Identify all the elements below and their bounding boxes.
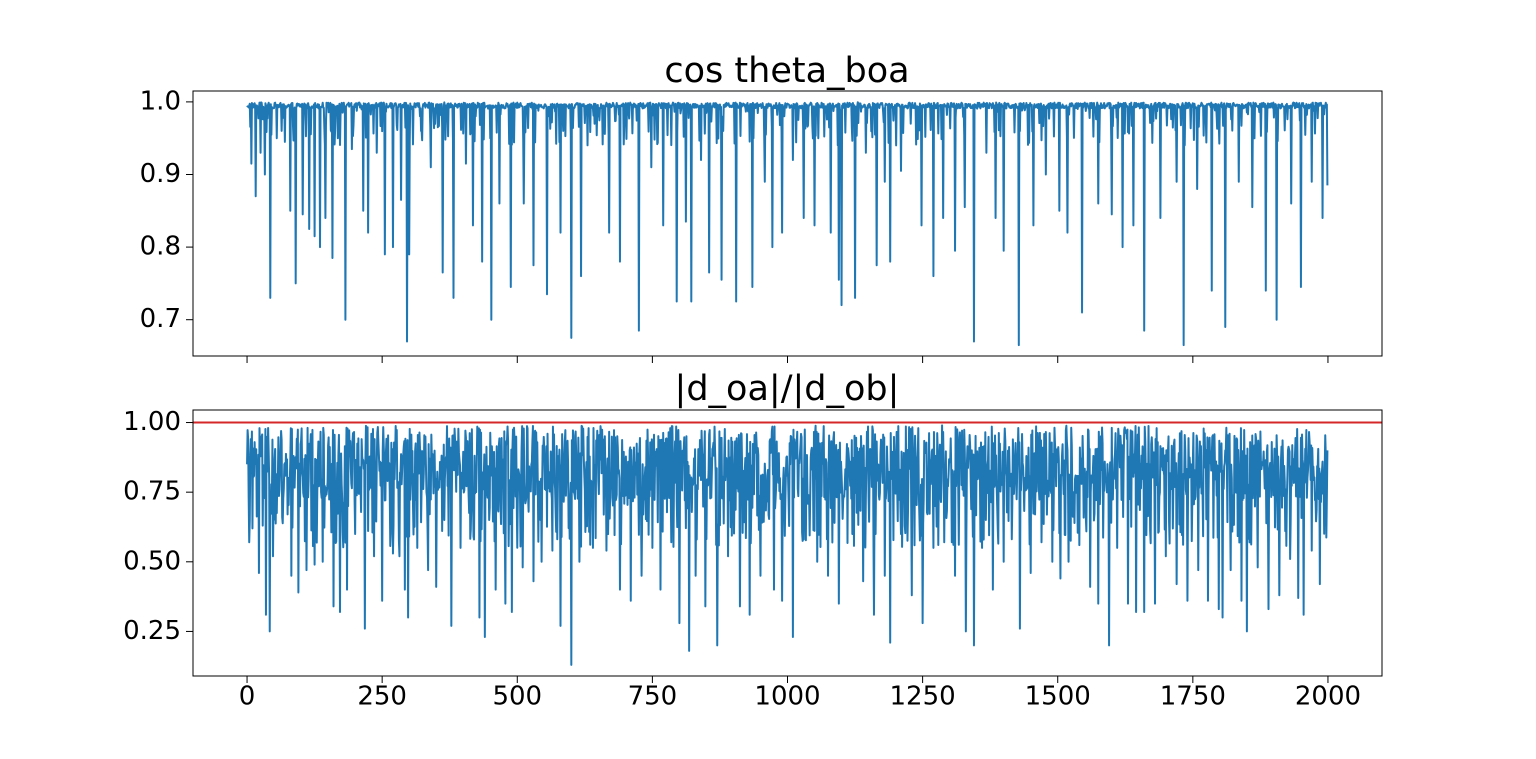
subplot-ratio: |d_oa|/|d_ob| 0.25 0.50 0.75 1.00 0 250 500 75… [123, 369, 1383, 711]
y-tick-label: 0.8 [140, 232, 181, 262]
chart-title-2: |d_oa|/|d_ob| [675, 369, 900, 409]
x-tick-label: 1750 [1160, 681, 1226, 711]
chart-title-1: cos theta_boa [664, 51, 909, 91]
series-group-1 [246, 101, 1329, 347]
y-tick-label: 0.9 [140, 159, 181, 189]
x-ticks-1 [246, 356, 1329, 363]
y-tick-label: 1.0 [140, 86, 181, 116]
subplot-cos-theta: cos theta_boa 0.7 0.8 0.9 1.0 [140, 51, 1383, 363]
series-line [246, 101, 1329, 347]
series-line [246, 424, 1329, 666]
y-tick-label: 1.00 [123, 407, 181, 437]
x-tick-label: 1250 [890, 681, 956, 711]
series-group-2 [246, 424, 1329, 666]
x-tick-label: 250 [357, 681, 407, 711]
y-tick-label: 0.75 [123, 477, 181, 507]
y-tick-label: 0.50 [123, 546, 181, 576]
axes-frame-2 [192, 409, 1383, 677]
y-ticks-1: 0.7 0.8 0.9 1.0 [140, 86, 193, 334]
x-tick-label: 1500 [1025, 681, 1091, 711]
y-ticks-2: 0.25 0.50 0.75 1.00 [123, 407, 193, 646]
x-ticks-2: 0 250 500 750 1000 1250 1500 1750 2000 [239, 676, 1361, 711]
x-tick-label: 500 [492, 681, 542, 711]
axes-frame-1 [192, 90, 1383, 357]
x-tick-label: 2000 [1295, 681, 1361, 711]
x-tick-label: 750 [628, 681, 678, 711]
x-tick-label: 0 [239, 681, 256, 711]
y-tick-label: 0.7 [140, 304, 181, 334]
y-tick-label: 0.25 [123, 616, 181, 646]
x-tick-label: 1000 [754, 681, 820, 711]
